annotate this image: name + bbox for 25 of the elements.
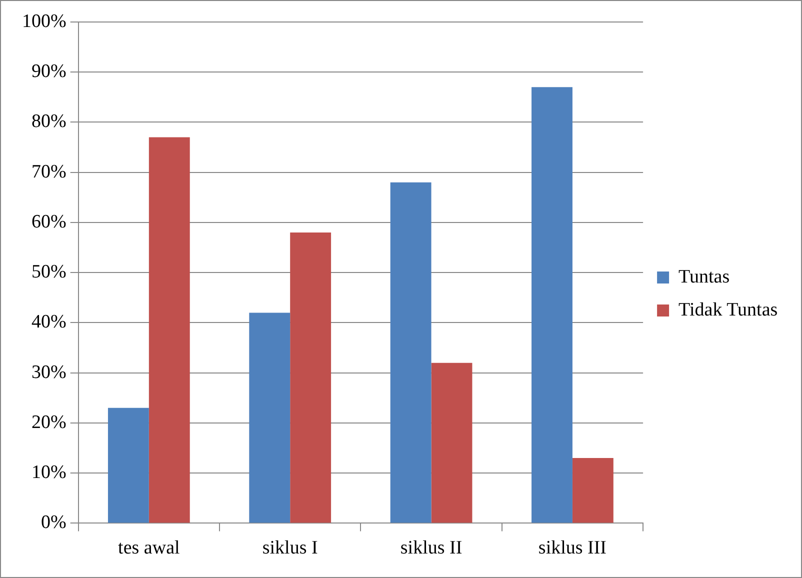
bar [431, 362, 472, 523]
y-tick-label: 90% [32, 61, 66, 82]
bar [572, 458, 614, 523]
bar [532, 87, 572, 523]
y-tick-label: 50% [32, 262, 66, 283]
y-tick-label: 100% [22, 10, 66, 32]
y-tick-label: 80% [32, 111, 66, 132]
bar [290, 232, 332, 523]
bar [390, 182, 432, 523]
y-tick-label: 70% [32, 161, 66, 182]
bar [108, 408, 149, 523]
bar [148, 137, 190, 523]
y-tick-label: 20% [32, 412, 66, 433]
x-tick-label: tes awal [118, 538, 180, 559]
x-tick-label: siklus I [262, 538, 318, 559]
x-tick-label: siklus III [538, 538, 607, 559]
legend-label: Tuntas [678, 266, 730, 288]
y-tick-label: 30% [32, 362, 66, 383]
legend-label: Tidak Tuntas [678, 299, 778, 320]
y-tick-label: 0% [41, 512, 66, 534]
y-tick-label: 60% [32, 211, 66, 232]
y-tick-label: 10% [32, 462, 66, 484]
x-tick-label: siklus II [400, 538, 462, 559]
bar [249, 312, 290, 523]
y-tick-label: 40% [32, 312, 66, 333]
